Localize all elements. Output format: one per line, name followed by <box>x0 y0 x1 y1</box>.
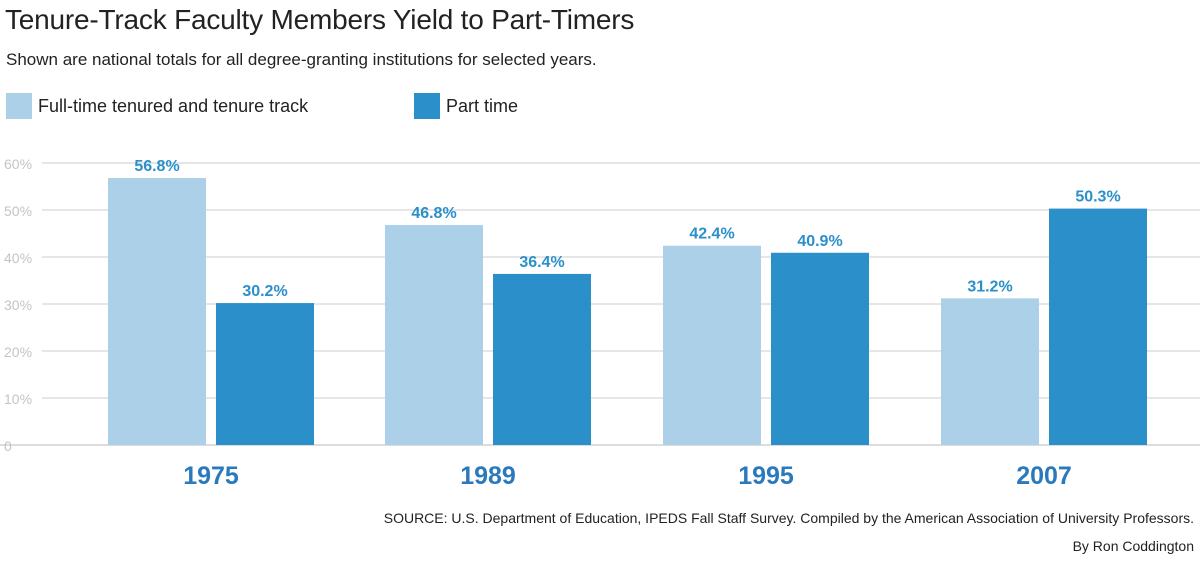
data-label: 42.4% <box>689 226 734 243</box>
data-label: 31.2% <box>967 278 1012 295</box>
bar-part-time-2007 <box>1049 208 1147 445</box>
source-note: SOURCE: U.S. Department of Education, IP… <box>383 510 1194 526</box>
x-tick-label: 1995 <box>738 462 794 490</box>
legend-swatch-full-time <box>6 93 32 119</box>
y-tick-label: 30% <box>4 297 32 313</box>
y-tick-label: 10% <box>4 391 32 407</box>
bar-full-time-1975 <box>108 178 206 445</box>
bar-chart: 0 10% 20% 30% 40% 50% 60% 56.8% 30.2% 1975 46.8% 36… <box>0 156 1200 490</box>
x-tick-label: 1989 <box>460 462 516 490</box>
data-label: 30.2% <box>242 283 287 300</box>
chart-subtitle: Shown are national totals for all degree… <box>6 50 597 69</box>
y-tick-label: 50% <box>4 203 32 219</box>
x-tick-label: 1975 <box>183 462 239 490</box>
legend-label-full-time: Full-time tenured and tenure track <box>38 95 309 116</box>
data-label: 36.4% <box>519 254 564 271</box>
data-label: 40.9% <box>797 233 842 250</box>
bar-full-time-2007 <box>941 298 1039 445</box>
bar-part-time-1989 <box>493 273 591 445</box>
legend-label-part-time: Part time <box>446 95 519 116</box>
data-label: 56.8% <box>134 158 179 175</box>
y-tick-label: 0 <box>4 438 12 454</box>
bar-part-time-1975 <box>216 303 314 445</box>
legend-swatch-part-time <box>414 93 440 119</box>
credit-note: By Ron Coddington <box>1072 538 1194 554</box>
bar-full-time-1989 <box>385 225 483 445</box>
y-tick-label: 60% <box>4 156 32 172</box>
legend-item-part-time: Part time <box>414 92 518 120</box>
y-tick-label: 20% <box>4 344 32 360</box>
data-label: 46.8% <box>411 205 456 222</box>
y-tick-label: 40% <box>4 250 32 266</box>
bar-part-time-1995 <box>771 252 869 445</box>
bar-full-time-1995 <box>663 245 761 445</box>
data-label: 50.3% <box>1075 189 1120 206</box>
x-tick-label: 2007 <box>1016 462 1072 490</box>
chart-title: Tenure-Track Faculty Members Yield to Pa… <box>5 4 635 35</box>
legend-item-full-time: Full-time tenured and tenure track <box>6 92 308 120</box>
